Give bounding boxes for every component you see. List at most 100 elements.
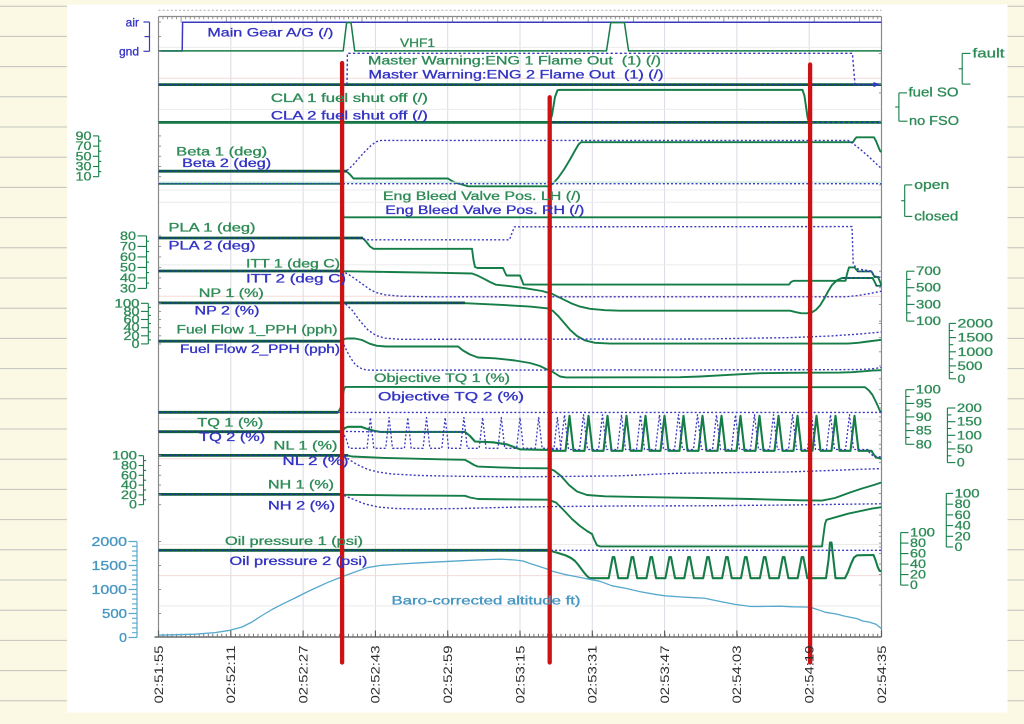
svg-text:60: 60 (955, 508, 971, 522)
svg-text:Fuel Flow 2_PPH (pph): Fuel Flow 2_PPH (pph) (180, 344, 340, 356)
svg-text:20: 20 (955, 529, 971, 543)
svg-text:1000: 1000 (92, 583, 128, 597)
svg-text:Eng Bleed Valve Pos. LH (/): Eng Bleed Valve Pos. LH (/) (383, 191, 581, 203)
svg-text:closed: closed (914, 209, 958, 223)
svg-text:500: 500 (958, 359, 983, 373)
svg-text:Objective TQ 1 (%): Objective TQ 1 (%) (374, 373, 510, 385)
svg-text:60: 60 (910, 547, 926, 561)
svg-text:100: 100 (910, 526, 935, 540)
svg-text:PLA 2 (deg): PLA 2 (deg) (169, 240, 256, 252)
svg-text:90: 90 (76, 129, 92, 143)
svg-text:02:54:35: 02:54:35 (875, 645, 889, 703)
svg-text:fuel SO: fuel SO (909, 86, 959, 100)
svg-text:02:52:11: 02:52:11 (224, 645, 238, 703)
svg-text:Master Warning:ENG 1 Flame Out: Master Warning:ENG 1 Flame Out (1) (/) (368, 56, 661, 68)
svg-text:02:53:31: 02:53:31 (586, 645, 600, 703)
svg-text:500: 500 (102, 607, 127, 621)
svg-text:100: 100 (112, 449, 137, 463)
svg-text:80: 80 (916, 437, 932, 451)
svg-text:ITT 2 (deg C): ITT 2 (deg C) (246, 273, 346, 285)
svg-text:1500: 1500 (92, 559, 128, 573)
svg-text:TQ 1 (%): TQ 1 (%) (197, 417, 263, 429)
svg-text:30: 30 (76, 160, 92, 174)
svg-text:NH 1 (%): NH 1 (%) (268, 479, 334, 491)
svg-text:85: 85 (916, 424, 932, 438)
svg-text:40: 40 (955, 519, 971, 533)
svg-text:80: 80 (910, 536, 926, 550)
svg-text:50: 50 (957, 442, 973, 456)
svg-text:100: 100 (957, 428, 982, 442)
svg-text:02:52:27: 02:52:27 (296, 645, 310, 703)
svg-text:10: 10 (76, 170, 92, 184)
svg-text:Objective TQ 2 (%): Objective TQ 2 (%) (378, 392, 524, 404)
svg-text:Oil pressure 1 (psi): Oil pressure 1 (psi) (225, 536, 363, 548)
svg-text:100: 100 (916, 383, 941, 397)
svg-text:0: 0 (957, 456, 965, 470)
svg-text:ITT 1 (deg C): ITT 1 (deg C) (246, 259, 340, 271)
svg-text:50: 50 (120, 260, 136, 274)
svg-text:100: 100 (115, 296, 140, 310)
svg-text:Main Gear A/G (/): Main Gear A/G (/) (207, 26, 333, 40)
svg-text:0: 0 (132, 337, 140, 351)
svg-text:70: 70 (120, 239, 136, 253)
svg-text:fault: fault (973, 46, 1006, 60)
svg-text:2000: 2000 (958, 316, 994, 330)
svg-text:gnd: gnd (119, 45, 139, 59)
svg-text:Baro-corrected altitude ft): Baro-corrected altitude ft) (392, 596, 581, 608)
svg-text:1000: 1000 (958, 345, 994, 359)
svg-text:95: 95 (916, 396, 932, 410)
svg-text:80: 80 (955, 497, 971, 511)
svg-text:Master Warning:ENG 2 Flame Out: Master Warning:ENG 2 Flame Out (1) (/) (369, 70, 664, 82)
svg-text:CLA 2 fuel shut off (/): CLA 2 fuel shut off (/) (271, 111, 428, 123)
svg-text:NH 2 (%): NH 2 (%) (268, 500, 335, 512)
svg-text:90: 90 (916, 410, 932, 424)
svg-text:60: 60 (120, 250, 136, 264)
svg-text:02:53:15: 02:53:15 (513, 645, 527, 703)
svg-text:60: 60 (121, 468, 137, 482)
svg-text:0: 0 (129, 498, 137, 512)
svg-text:2000: 2000 (92, 535, 128, 549)
svg-text:0: 0 (910, 578, 918, 592)
svg-text:40: 40 (120, 271, 136, 285)
svg-text:100: 100 (955, 486, 980, 500)
svg-text:Fuel Flow 1_PPH (pph): Fuel Flow 1_PPH (pph) (177, 324, 338, 336)
svg-text:40: 40 (910, 557, 926, 571)
svg-text:02:53:47: 02:53:47 (658, 645, 672, 703)
svg-text:20: 20 (121, 488, 137, 502)
svg-text:Eng Bleed Valve Pos. RH (/): Eng Bleed Valve Pos. RH (/) (385, 205, 584, 217)
svg-text:02:52:59: 02:52:59 (441, 645, 455, 703)
svg-text:no FSO: no FSO (909, 114, 959, 128)
svg-text:air: air (126, 16, 139, 30)
svg-text:VHF1: VHF1 (400, 36, 435, 50)
svg-text:0: 0 (958, 372, 966, 386)
svg-text:0: 0 (955, 540, 963, 554)
svg-text:80: 80 (121, 459, 137, 473)
svg-text:CLA 1 fuel shut off (/): CLA 1 fuel shut off (/) (271, 93, 428, 105)
svg-text:NP 1 (%): NP 1 (%) (199, 288, 264, 300)
svg-text:20: 20 (124, 329, 140, 343)
svg-text:300: 300 (916, 297, 941, 311)
svg-text:PLA 1 (deg): PLA 1 (deg) (169, 223, 256, 235)
svg-text:Beta 2 (deg): Beta 2 (deg) (182, 158, 271, 170)
svg-text:40: 40 (124, 321, 140, 335)
svg-text:NP 2 (%): NP 2 (%) (195, 306, 260, 318)
svg-text:80: 80 (120, 229, 136, 243)
svg-text:80: 80 (124, 304, 140, 318)
svg-text:50: 50 (76, 149, 92, 163)
svg-text:Oil pressure 2 (psi): Oil pressure 2 (psi) (230, 556, 368, 568)
svg-text:700: 700 (916, 264, 941, 278)
svg-text:150: 150 (957, 415, 982, 429)
svg-text:30: 30 (120, 281, 136, 295)
svg-text:Beta 1 (deg): Beta 1 (deg) (176, 146, 267, 158)
svg-text:20: 20 (910, 568, 926, 582)
svg-text:60: 60 (124, 313, 140, 327)
svg-text:0: 0 (119, 631, 127, 645)
svg-text:NL 1 (%): NL 1 (%) (274, 440, 338, 452)
svg-text:02:54:03: 02:54:03 (730, 645, 744, 703)
svg-text:open: open (914, 178, 949, 192)
svg-text:02:51:55: 02:51:55 (152, 645, 166, 703)
svg-text:40: 40 (121, 478, 137, 492)
svg-text:1500: 1500 (958, 331, 994, 345)
svg-text:500: 500 (916, 281, 941, 295)
svg-text:NL 2 (%): NL 2 (%) (283, 456, 349, 468)
